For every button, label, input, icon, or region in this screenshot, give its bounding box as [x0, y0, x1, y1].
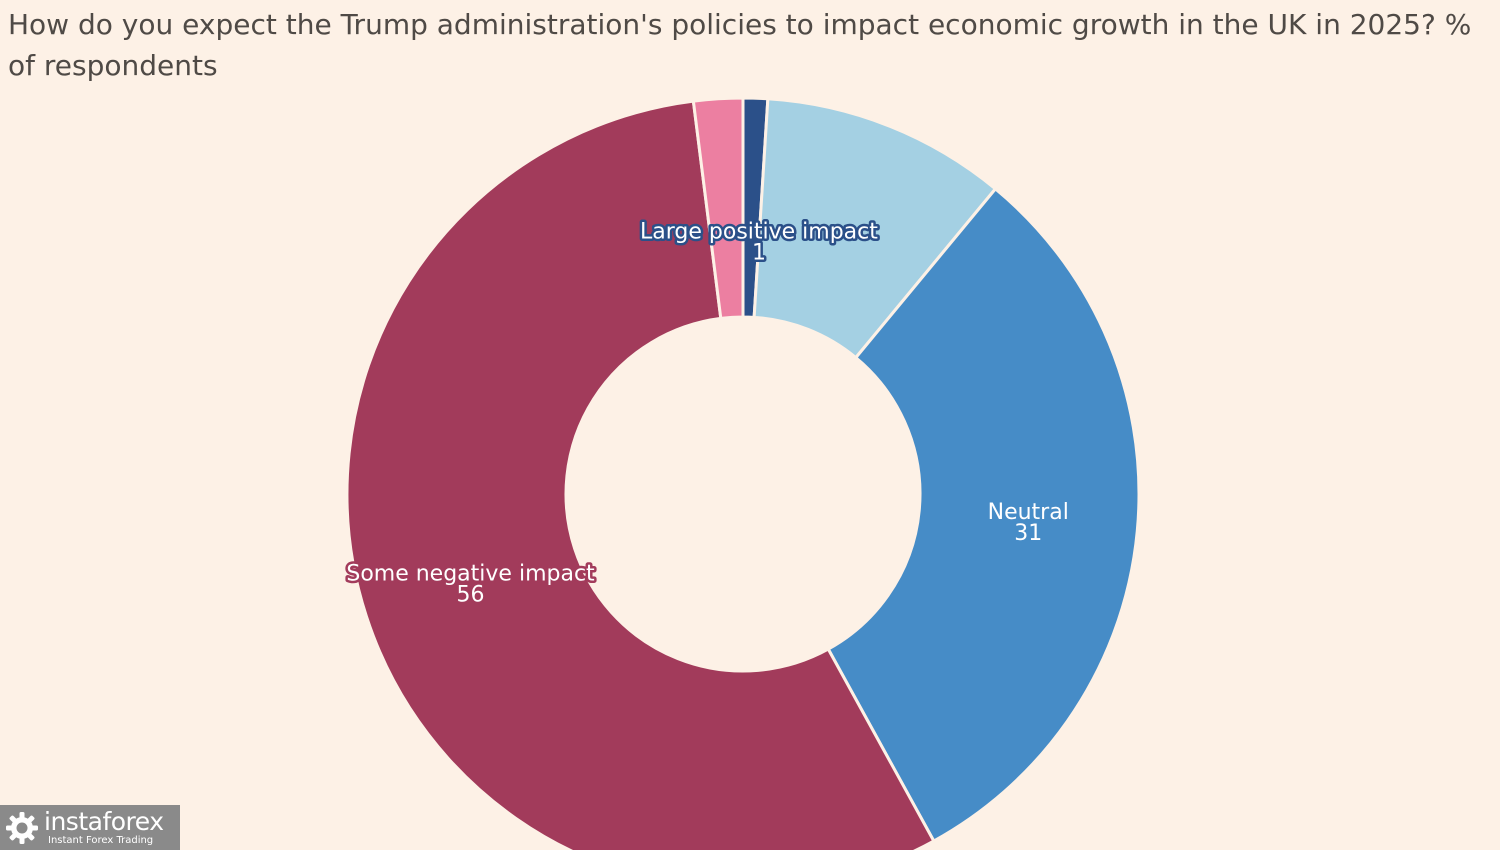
watermark-logo: instaforex Instant Forex Trading — [0, 805, 180, 850]
slice-value-some-negative-impact: 56 — [457, 583, 485, 608]
slice-5 — [691, 96, 745, 320]
gear-logo-icon — [6, 812, 38, 844]
watermark-tagline: Instant Forex Trading — [48, 835, 154, 846]
slice-label-neutral: Neutral — [988, 500, 1069, 525]
slice-2 — [752, 97, 997, 360]
slice-value-neutral: 31 — [1014, 521, 1042, 546]
chart-title: How do you expect the Trump administrati… — [8, 8, 1472, 82]
slices-group — [345, 96, 1141, 850]
slice-label-large-positive-impact: Large positive impact — [640, 220, 878, 245]
slice-value-large-positive-impact: 1 — [752, 241, 766, 266]
slice-label-some-negative-impact: Some negative impact — [346, 562, 595, 587]
watermark-name: instaforex — [44, 807, 164, 836]
slice-neutral — [826, 187, 1141, 843]
slice-some-negative-impact — [345, 99, 936, 850]
